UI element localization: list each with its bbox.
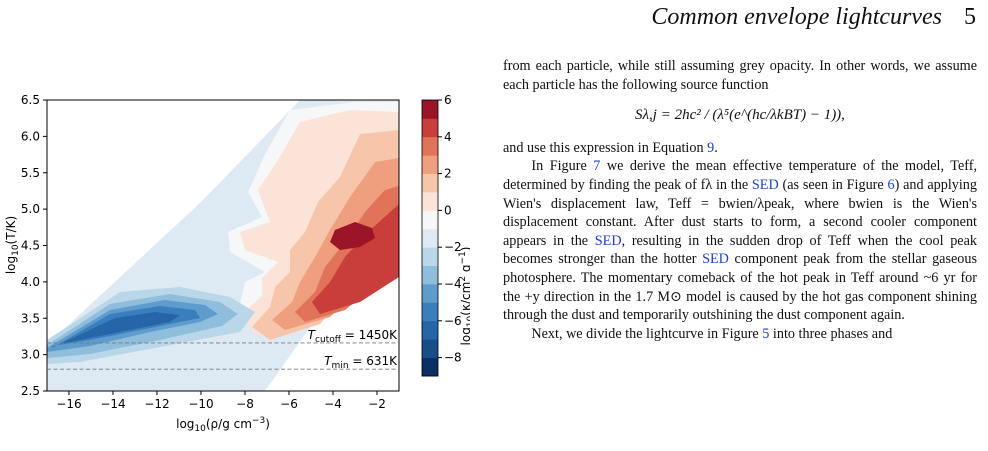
colorbar-swatch [422,118,438,138]
plot-axes: −16 −14 −12 −10 −8 −6 −4 −2 2.5 3.0 3.5 4.0 4.5 5.0 5… [4,93,400,434]
x-tick-label: −8 [236,397,254,411]
threshold-label: Tmin = 631K [324,354,398,371]
page-number: 5 [964,4,976,30]
threshold-label: Tcutoff = 1450K [308,328,398,345]
colorbar-swatch [422,357,438,377]
y-tick-label: 3.5 [21,311,40,325]
colorbar-swatch [422,173,438,193]
y-tick-label: 2.5 [21,384,40,398]
y-tick-label: 5.0 [21,202,40,216]
colorbar-swatch [422,302,438,322]
colorbar-tick-label: 4 [444,130,452,144]
running-title: Common envelope lightcurves [651,4,942,30]
x-tick-label: −6 [280,397,298,411]
opacity-contour-figure: −16 −14 −12 −10 −8 −6 −4 −2 2.5 3.0 3.5 4.0 4.5 5.0 5… [4,93,470,434]
colorbar-tick-label: 2 [444,167,452,181]
x-tick-label: −16 [56,397,81,411]
paragraph-3: In Figure 7 we derive the mean effective… [503,158,977,324]
contour-level-4 [295,186,399,322]
contour-level-6 [330,222,375,250]
colorbar-swatch [422,228,438,248]
y-tick-label: 3.0 [21,348,40,362]
y-tick-label: 5.5 [21,166,40,180]
y-tick-label: 6.5 [21,93,40,107]
x-tick-label: −12 [144,397,169,411]
y-axis-label: log10(T/K) [4,216,21,274]
colorbar-label: log10(κ/cm2 g−1) [458,247,470,346]
x-tick-label: −2 [368,397,386,411]
y-tick-label: 4.5 [21,239,40,253]
colorbar: 6 4 2 0 −2 −4 −6 −8 [421,93,462,377]
text-column: from each particle, while still assuming… [503,57,977,343]
colorbar-tick-label: −4 [444,277,462,291]
sed-link[interactable]: SED [594,232,622,249]
paragraph-4: Next, we divide the lightcurve in Figure… [531,325,893,342]
x-tick-label: −4 [324,397,342,411]
sed-link[interactable]: SED [751,176,779,193]
x-axis-label: log10(ρ/g cm−3) [176,416,270,434]
contour-level-5 [312,204,399,314]
colorbar-swatch [422,192,438,211]
colorbar-frame [421,99,439,377]
y-tick-label: 4.0 [21,275,40,289]
figure-5-link[interactable]: 5 [762,325,770,342]
colorbar-swatch [422,284,438,303]
colorbar-tick-label: 0 [444,203,452,217]
colorbar-swatch [422,320,438,340]
figure-7-link[interactable]: 7 [593,158,601,175]
colorbar-tick-label: −8 [444,351,462,365]
colorbar-tick-label: −6 [444,314,462,328]
colorbar-swatch [422,339,438,358]
paragraph-2: and use this expression in Equation 9. [503,139,718,156]
contour-blue-5 [60,312,180,344]
colorbar-tick-label: 6 [444,93,452,107]
colorbar-swatch [422,210,438,230]
colorbar-swatch [422,265,438,285]
x-tick-label: −10 [188,397,213,411]
x-tick-label: −14 [100,397,125,411]
colorbar-swatch [422,247,438,266]
colorbar-swatch [422,136,438,156]
y-tick-label: 6.0 [21,129,40,143]
colorbar-swatch [422,100,438,119]
sed-link[interactable]: SED [702,251,729,268]
colorbar-tick-label: −2 [444,240,462,254]
running-header: Common envelope lightcurves 5 [651,4,976,31]
colorbar-swatch [422,155,438,174]
paragraph-1: from each particle, while still assuming… [503,58,977,93]
figure-6-link[interactable]: 6 [887,176,895,193]
source-function-equation: Sλ,j = 2hc² / (λ⁵(e^(hc/λkBT) − 1)), [635,107,845,124]
equation-link[interactable]: 9 [707,139,715,156]
